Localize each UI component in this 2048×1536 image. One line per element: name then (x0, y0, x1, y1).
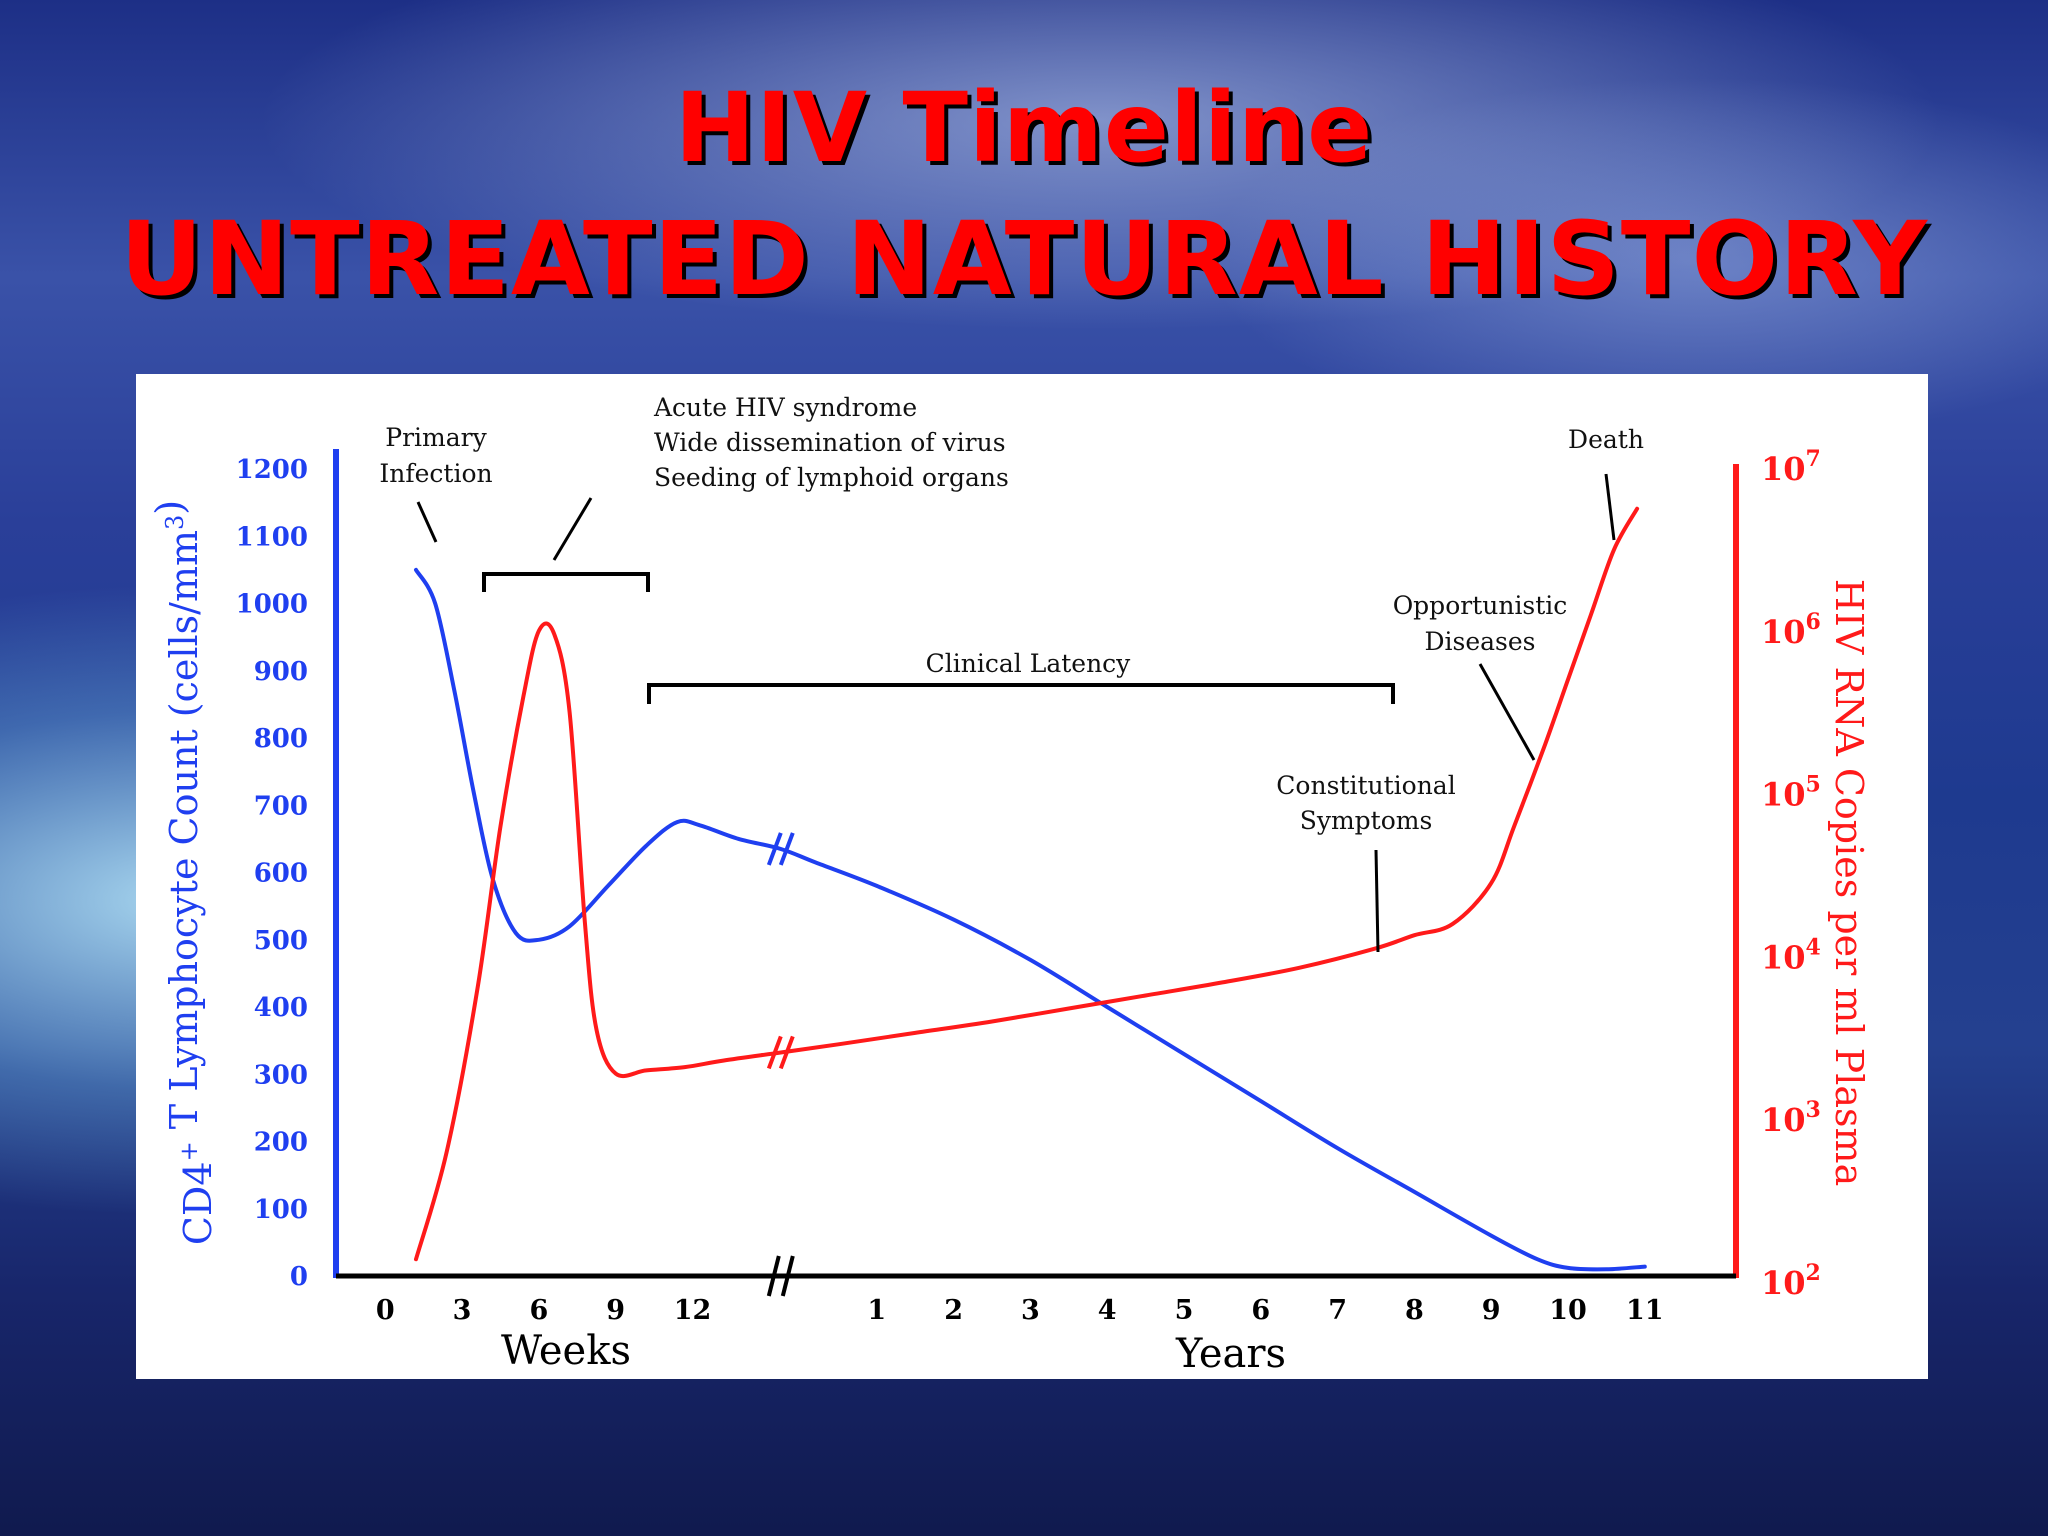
right-tick-base: 10 (1761, 450, 1806, 488)
right-tick-base: 10 (1761, 613, 1806, 651)
right-tick-exponent: 4 (1806, 934, 1821, 960)
left-tick-label: 300 (254, 1060, 308, 1090)
x-tick-label: 6 (1251, 1295, 1270, 1326)
left-tick-label: 800 (254, 724, 308, 754)
left-axis-title-part: CD4 (176, 1161, 220, 1245)
x-tick-label: 9 (606, 1295, 625, 1326)
right-tick-base: 10 (1761, 938, 1806, 976)
left-axis-title-part: T Lymphocyte Count (cells/mm (162, 530, 206, 1141)
annotation-primary-pointer (416, 501, 438, 543)
slide-title-line2: UNTREATED NATURAL HISTORY (119, 200, 1929, 319)
chart-panel: 0 100 200 300 400 500 600 700 800 900 1000 1100 1200… (136, 374, 1928, 1379)
annotation-acute-hiv: Acute HIV syndrome (653, 393, 917, 422)
rna-break-mark (766, 1035, 783, 1070)
x-tick-label: 11 (1626, 1295, 1664, 1326)
x-tick-label: 8 (1405, 1295, 1424, 1326)
annotation-clinical-latency: Clinical Latency (926, 649, 1132, 678)
x-tick-label: 7 (1328, 1295, 1347, 1326)
annotation-opportunistic: Opportunistic (1393, 591, 1568, 620)
left-axis-title: CD4+ T Lymphocyte Count (cells/mm3) (148, 500, 220, 1245)
annotation-death: Death (1568, 425, 1644, 454)
annotation-primary-infection: Primary (385, 423, 487, 452)
annotation-constitutional: Constitutional (1276, 771, 1455, 800)
x-tick-label: 3 (1021, 1295, 1040, 1326)
cd4-series-line (414, 567, 1647, 1272)
left-tick-label: 700 (254, 791, 308, 821)
right-tick-label: 107 (1761, 446, 1821, 488)
annotation-acute-hiv: Wide dissemination of virus (654, 428, 1006, 457)
x-axis-years-label: Years (1175, 1331, 1286, 1377)
right-tick-base: 10 (1761, 1101, 1806, 1139)
left-axis-title-sup: + (175, 1141, 203, 1161)
x-tick-label: 6 (529, 1295, 548, 1326)
acute-phase-bracket (482, 572, 650, 592)
left-axis-title-sup: 3 (161, 515, 189, 530)
x-tick-label: 4 (1098, 1295, 1117, 1326)
x-axis-break-mark (766, 1255, 781, 1297)
annotation-opportunistic: Diseases (1424, 627, 1535, 656)
x-tick-label: 12 (674, 1295, 712, 1326)
x-axis-weeks-label: Weeks (501, 1328, 631, 1374)
rna-series-line (414, 506, 1640, 1262)
x-tick-label: 1 (867, 1295, 886, 1326)
cd4-break-mark (778, 832, 795, 866)
left-tick-label: 1200 (236, 455, 308, 485)
right-tick-exponent: 2 (1806, 1260, 1821, 1286)
annotation-constitutional: Symptoms (1300, 806, 1433, 835)
annotation-constitutional-pointer (1374, 849, 1380, 953)
annotation-primary-infection: Infection (379, 459, 492, 488)
hiv-timeline-chart: 0100200300400500600700800900100011001200… (148, 393, 1871, 1377)
x-axis-break-mark (780, 1255, 795, 1297)
left-tick-label: 400 (254, 993, 308, 1023)
right-tick-label: 104 (1761, 934, 1821, 976)
cd4-break-mark (766, 832, 783, 866)
left-tick-label: 100 (254, 1195, 308, 1225)
right-tick-exponent: 6 (1806, 609, 1821, 635)
right-tick-exponent: 7 (1806, 446, 1821, 472)
annotation-death-pointer (1604, 473, 1616, 541)
right-tick-label: 105 (1761, 772, 1821, 814)
left-tick-label: 1000 (236, 590, 308, 620)
x-tick-label: 9 (1482, 1295, 1501, 1326)
right-tick-base: 10 (1761, 776, 1806, 814)
left-tick-label: 600 (254, 859, 308, 889)
left-tick-label: 200 (254, 1128, 308, 1158)
right-tick-label: 106 (1761, 609, 1821, 651)
right-tick-label: 103 (1761, 1097, 1821, 1139)
x-tick-label: 10 (1549, 1295, 1587, 1326)
clinical-latency-bracket (647, 683, 1395, 704)
x-tick-label: 0 (376, 1295, 395, 1326)
right-tick-exponent: 3 (1806, 1097, 1821, 1123)
right-tick-exponent: 5 (1806, 772, 1821, 798)
left-axis-title-part: ) (148, 500, 192, 515)
annotation-acute-hiv: Seeding of lymphoid organs (654, 463, 1009, 492)
right-tick-label: 102 (1761, 1260, 1821, 1302)
left-tick-label: 900 (254, 657, 308, 687)
x-tick-label: 3 (453, 1295, 472, 1326)
left-tick-label: 500 (254, 926, 308, 956)
x-tick-label: 5 (1175, 1295, 1194, 1326)
rna-break-mark (778, 1035, 795, 1070)
annotation-opportunistic-pointer (1478, 663, 1536, 761)
left-tick-label: 0 (290, 1262, 308, 1292)
right-tick-base: 10 (1761, 1264, 1806, 1302)
left-tick-label: 1100 (236, 522, 308, 552)
x-tick-label: 2 (944, 1295, 963, 1326)
right-axis-title: HIV RNA Copies per ml Plasma (1827, 579, 1871, 1186)
annotation-acute-pointer (552, 497, 593, 561)
slide-title-line1: HIV Timeline (674, 72, 1374, 184)
